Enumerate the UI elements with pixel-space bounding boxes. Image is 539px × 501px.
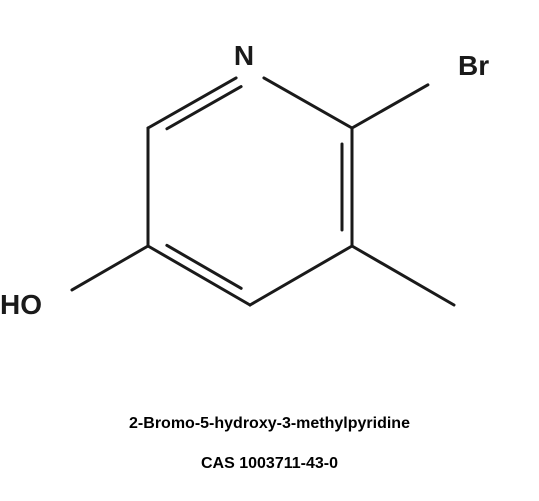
atom-label-n: N	[234, 40, 254, 72]
atom-label-br: Br	[458, 50, 489, 82]
cas-number: CAS 1003711-43-0	[0, 455, 539, 473]
atom-label-ho: HO	[0, 289, 42, 321]
chemical-structure: N Br HO	[0, 0, 539, 400]
compound-name: 2-Bromo-5-hydroxy-3-methylpyridine	[0, 415, 539, 433]
